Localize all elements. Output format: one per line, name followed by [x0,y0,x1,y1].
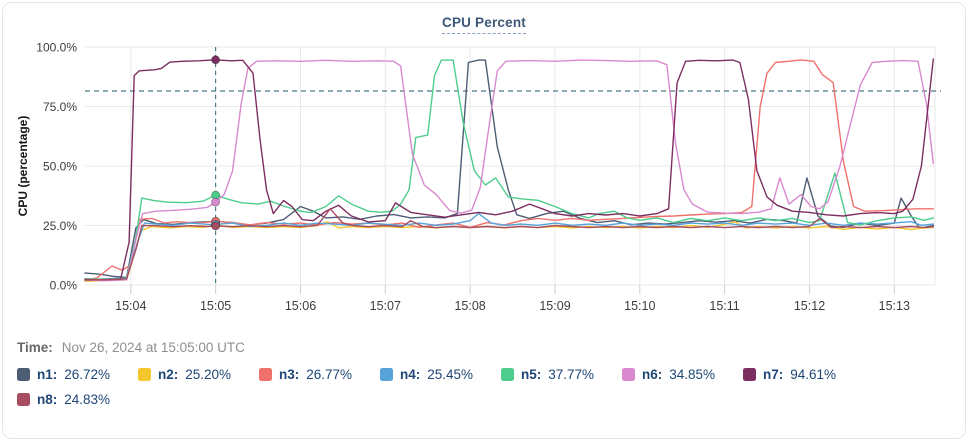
cpu-chart[interactable]: 15:04 15:05 15:06 15:07 15:08 15:09 15:10 15:11… [5,37,963,326]
series-n3 [84,59,934,281]
time-value: Nov 26, 2024 at 15:05:00 UTC [61,340,245,355]
legend-swatch [138,368,151,381]
time-label: Time: [17,340,53,355]
legend-swatch [743,368,756,381]
x-tick-label: 15:07 [370,299,401,313]
chart-title-row: CPU Percent [3,3,965,37]
y-tick-label: 50.0% [43,160,77,174]
legend-item-n6[interactable]: n6: 34.85% [622,367,743,382]
x-tick-label: 15:11 [709,299,739,313]
series-n7 [84,58,934,281]
y-tick-label: 100.0% [36,41,77,55]
legend-item-n4[interactable]: n4: 25.45% [380,367,501,382]
legend-swatch [259,368,272,381]
legend: n1: 26.72% n2: 25.20% n3: 26.77% n4: 25.45% n5: 3… [17,367,887,407]
legend-series-name: n6: [642,367,663,382]
x-tick-label: 15:10 [624,299,655,313]
legend-series-value: 26.72% [64,367,111,382]
legend-series-name: n1: [37,367,58,382]
y-tick-label: 0.0% [50,279,78,293]
legend-item-n2[interactable]: n2: 25.20% [138,367,259,382]
crosshair-marker-n6 [211,197,221,207]
legend-series-value: 25.20% [185,367,232,382]
legend-item-n5[interactable]: n5: 37.77% [501,367,622,382]
crosshair-marker-n8 [211,221,221,231]
legend-item-n8[interactable]: n8: 24.83% [17,392,138,407]
series-n5 [84,59,934,281]
series-n6 [84,59,934,282]
y-tick-label: 75.0% [43,100,77,114]
legend-item-n7[interactable]: n7: 94.61% [743,367,864,382]
legend-swatch [17,393,30,406]
x-tick-label: 15:06 [285,299,316,313]
series-n1 [84,59,934,279]
legend-series-name: n7: [763,367,784,382]
cpu-chart-svg[interactable]: 15:04 15:05 15:06 15:07 15:08 15:09 15:10 15:11… [5,37,963,321]
x-tick-label: 15:13 [879,299,910,313]
legend-series-name: n4: [400,367,421,382]
x-tick-label: 15:04 [115,299,146,313]
legend-series-name: n3: [279,367,300,382]
legend-series-value: 25.45% [427,367,474,382]
x-tick-label: 15:08 [454,299,485,313]
legend-item-n3[interactable]: n3: 26.77% [259,367,380,382]
x-tick-label: 15:09 [539,299,570,313]
legend-series-name: n8: [37,392,58,407]
legend-series-value: 24.83% [64,392,111,407]
series-n2 [84,220,934,282]
chart-title[interactable]: CPU Percent [442,15,526,34]
legend-swatch [17,368,30,381]
legend-series-value: 26.77% [306,367,353,382]
time-row: Time: Nov 26, 2024 at 15:05:00 UTC [17,340,965,355]
y-axis-title: CPU (percentage) [16,116,30,217]
legend-swatch [380,368,393,381]
legend-series-value: 34.85% [669,367,716,382]
x-tick-label: 15:05 [200,299,231,313]
crosshair-marker-n7 [211,55,221,65]
legend-series-name: n2: [158,367,179,382]
legend-swatch [622,368,635,381]
legend-series-name: n5: [521,367,542,382]
legend-series-value: 37.77% [548,367,595,382]
legend-item-n1[interactable]: n1: 26.72% [17,367,138,382]
legend-series-value: 94.61% [790,367,837,382]
legend-swatch [501,368,514,381]
x-tick-label: 15:12 [794,299,825,313]
y-tick-label: 25.0% [43,219,77,233]
